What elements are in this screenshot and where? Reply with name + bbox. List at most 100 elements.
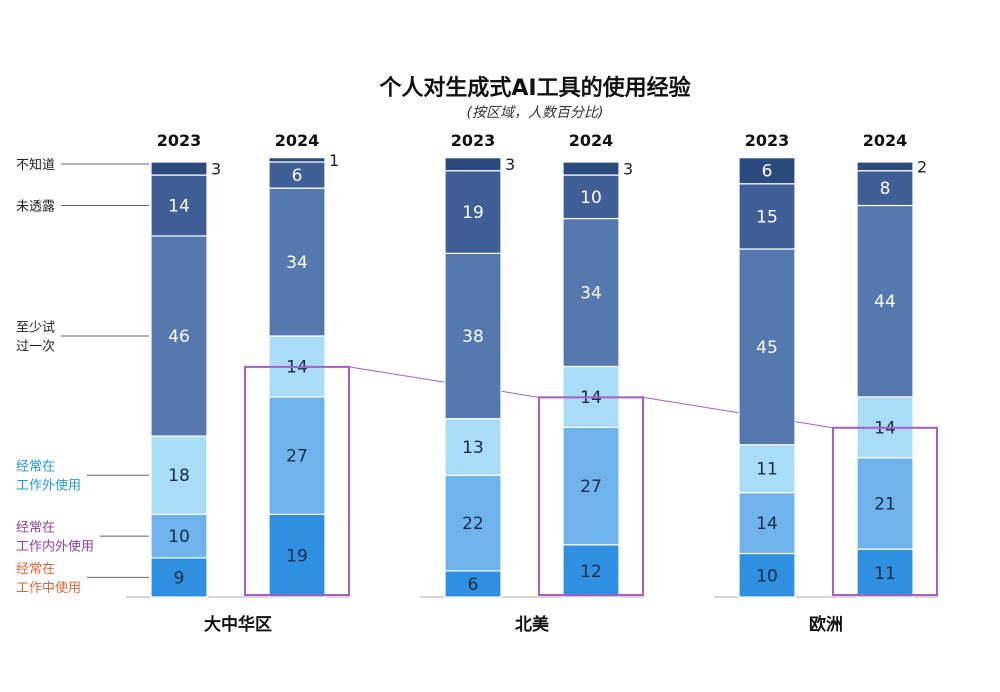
segment-value-label: 6 — [762, 162, 773, 182]
segment-value-label: 3 — [623, 160, 633, 179]
bar-segment — [562, 426, 620, 546]
legend-item: 未透露 — [16, 200, 149, 215]
segment-value-label: 22 — [462, 514, 484, 534]
segment-value-label: 38 — [462, 327, 484, 347]
chart-subtitle: (按区域，人数百分比) — [467, 105, 604, 121]
bar-segment — [738, 552, 796, 598]
segment-value-label: 27 — [286, 447, 308, 467]
bar-segment — [444, 157, 502, 172]
bar-segment — [738, 248, 796, 446]
segment-value-label: 19 — [462, 203, 484, 223]
legend-label: 至少试 — [16, 321, 55, 336]
bar-segment — [268, 187, 326, 337]
bar-segment — [856, 161, 914, 172]
year-label: 2024 — [275, 131, 320, 150]
segment-value-label: 6 — [292, 166, 303, 186]
bar-segment — [268, 157, 326, 163]
segment-value-label: 10 — [580, 188, 602, 208]
segment-value-label: 45 — [756, 338, 778, 358]
segment-value-label: 11 — [874, 564, 896, 584]
segment-value-label: 14 — [168, 197, 190, 217]
highlight-box — [538, 396, 644, 596]
year-label: 2023 — [451, 131, 496, 150]
segment-value-label: 9 — [174, 568, 185, 588]
legend-label: 工作外使用 — [16, 478, 81, 494]
segment-value-label: 19 — [286, 547, 308, 567]
bar-segment — [562, 544, 620, 598]
bar-segment — [562, 174, 620, 220]
segment-value-label: 21 — [874, 494, 896, 514]
bar-segment — [856, 204, 914, 398]
bar-segment — [444, 170, 502, 254]
year-label: 2023 — [157, 131, 202, 150]
legend-label: 经常在 — [16, 562, 55, 577]
bar-segment — [150, 161, 208, 176]
segment-value-label: 18 — [168, 466, 190, 486]
highlight-box — [832, 426, 938, 596]
year-label: 2024 — [863, 131, 908, 150]
year-label: 2023 — [745, 131, 790, 150]
bar-segment — [562, 161, 620, 176]
bar-segment — [444, 252, 502, 420]
bar-segment — [562, 217, 620, 368]
segment-value-label: 10 — [168, 527, 190, 547]
bar-groups: 大中华区2023910184614320241927143461北美202362… — [126, 131, 938, 635]
region-label: 欧洲 — [809, 614, 843, 635]
bar-segment — [738, 157, 796, 185]
segment-value-label: 8 — [880, 179, 891, 199]
bar-segment — [856, 548, 914, 598]
legend-label: 经常在 — [16, 521, 55, 536]
bar-segment — [444, 418, 502, 476]
segment-value-label: 14 — [756, 514, 778, 534]
chart-title: 个人对生成式AI工具的使用经验 — [379, 75, 690, 101]
bar-segment — [738, 444, 796, 494]
legend-label: 不知道 — [16, 157, 55, 173]
highlight-box — [244, 365, 350, 596]
connector-line — [348, 366, 540, 398]
stacked-bar: 2023 10 14 11 45 15 6 — [738, 131, 796, 598]
segment-value-label: 34 — [286, 253, 308, 273]
region-label: 大中华区 — [204, 614, 272, 635]
segment-value-label: 27 — [580, 477, 602, 497]
segment-value-label: 3 — [505, 155, 515, 174]
legend-label: 经常在 — [16, 460, 55, 475]
stacked-bar: 2023 9 10 18 46 14 3 — [150, 131, 221, 598]
bar-segment — [738, 492, 796, 555]
highlight-connectors — [348, 366, 834, 429]
segment-value-label: 10 — [756, 566, 778, 586]
connector-line — [642, 396, 834, 429]
bar-segment — [444, 474, 502, 572]
bar-segment — [150, 513, 208, 559]
stacked-bar: 2023 6 22 13 38 19 3 — [444, 131, 515, 598]
segment-value-label: 46 — [168, 327, 190, 347]
year-label: 2024 — [569, 131, 614, 150]
bar-segment — [738, 183, 796, 250]
segment-value-label: 13 — [462, 438, 484, 458]
legend-label: 工作内外使用 — [16, 539, 94, 555]
segment-value-label: 2 — [917, 157, 927, 176]
bar-segment — [150, 235, 208, 437]
legend-item: 不知道 — [16, 157, 149, 173]
region-group: 欧洲 2023 10 14 11 45 15 6 2024 11 21 14 44 8 2 — [714, 131, 938, 635]
segment-value-label: 12 — [580, 562, 602, 582]
segment-value-label: 6 — [468, 575, 479, 595]
legend-label: 未透露 — [16, 200, 55, 215]
legend-label: 过一次 — [16, 339, 55, 355]
segment-value-label: 15 — [756, 207, 778, 227]
segment-value-label: 44 — [874, 292, 896, 312]
segment-value-label: 34 — [580, 284, 602, 304]
segment-value-label: 11 — [756, 460, 778, 480]
region-label: 北美 — [515, 614, 550, 635]
legend-label: 工作中使用 — [16, 580, 81, 596]
